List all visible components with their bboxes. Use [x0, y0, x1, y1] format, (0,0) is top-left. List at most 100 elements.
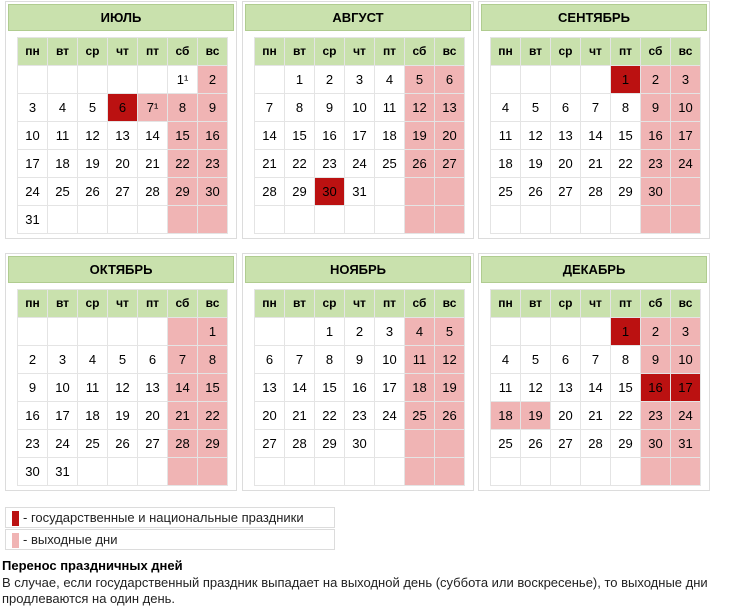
day-cell: 31	[48, 458, 78, 486]
day-cell: 25	[405, 402, 435, 430]
day-cell: 20	[435, 122, 465, 150]
day-number: 17	[352, 128, 367, 143]
day-number: 4	[415, 324, 424, 339]
weekday-header: сб	[641, 38, 671, 66]
day-cell: 7	[581, 346, 611, 374]
day-cell: 21	[581, 402, 611, 430]
day-cell: 1	[315, 318, 345, 346]
day-number: 29	[618, 436, 633, 451]
day-number: 22	[175, 156, 190, 171]
day-cell: 22	[285, 150, 315, 178]
day-number: 3	[681, 324, 690, 339]
empty-day-cell	[78, 458, 108, 486]
day-number: 1	[621, 72, 630, 87]
day-cell: 27	[108, 178, 138, 206]
empty-day-cell	[198, 206, 228, 234]
day-number: 20	[115, 156, 130, 171]
day-number: 13	[558, 128, 573, 143]
day-number: 27	[558, 184, 573, 199]
month-calendar: АВГУСТ пн вт ср чт пт сб вс 1 2 3 4 5 6 7 8 9 10 11 12 13 14 1…	[242, 1, 474, 239]
legend-holiday: - государственные и национальные праздни…	[5, 507, 335, 528]
day-number: 20	[442, 128, 457, 143]
empty-day-cell	[435, 206, 465, 234]
day-cell: 25	[491, 178, 521, 206]
day-cell: 5	[108, 346, 138, 374]
day-number: 25	[498, 436, 513, 451]
day-cell: 26	[405, 150, 435, 178]
day-number: 2	[651, 72, 660, 87]
day-cell: 27	[435, 150, 465, 178]
day-cell: 24	[671, 150, 701, 178]
empty-day-cell	[375, 206, 405, 234]
weekday-header: пт	[611, 290, 641, 318]
day-cell: 23	[345, 402, 375, 430]
day-cell: 25	[375, 150, 405, 178]
day-number: 22	[618, 156, 633, 171]
day-number: 12	[442, 352, 457, 367]
day-cell: 30	[641, 178, 671, 206]
day-cell: 14	[255, 122, 285, 150]
day-cell: 22	[611, 402, 641, 430]
day-number: 9	[651, 352, 660, 367]
empty-day-cell	[581, 458, 611, 486]
day-cell: 3	[18, 94, 48, 122]
day-number: 6	[561, 100, 570, 115]
day-number: 17	[678, 128, 693, 143]
day-number: 28	[145, 184, 160, 199]
day-number: 14	[175, 380, 190, 395]
day-number: 26	[115, 436, 130, 451]
day-number: 7	[265, 100, 274, 115]
empty-day-cell	[255, 66, 285, 94]
day-cell: 17	[18, 150, 48, 178]
empty-day-cell	[78, 66, 108, 94]
day-cell: 26	[78, 178, 108, 206]
day-cell: 19	[405, 122, 435, 150]
day-number: 20	[558, 156, 573, 171]
day-cell: 24	[18, 178, 48, 206]
day-cell: 7	[581, 94, 611, 122]
day-cell: 9	[18, 374, 48, 402]
day-cell: 20	[551, 150, 581, 178]
day-cell: 15	[611, 374, 641, 402]
day-cell: 14	[285, 374, 315, 402]
day-number: 13	[115, 128, 130, 143]
day-number: 5	[118, 352, 127, 367]
day-number: 24	[352, 156, 367, 171]
day-number: 25	[498, 184, 513, 199]
day-cell: 25	[48, 178, 78, 206]
day-number: 19	[85, 156, 100, 171]
empty-day-cell	[345, 206, 375, 234]
day-cell: 27	[255, 430, 285, 458]
day-cell: 9	[315, 94, 345, 122]
day-number: 23	[25, 436, 40, 451]
day-number: 23	[205, 156, 220, 171]
weekday-header: сб	[405, 38, 435, 66]
weekday-header: вс	[198, 38, 228, 66]
weekday-header: пт	[375, 38, 405, 66]
day-cell: 12	[521, 374, 551, 402]
day-cell: 23	[641, 402, 671, 430]
day-number: 22	[205, 408, 220, 423]
day-number: 30	[352, 436, 367, 451]
day-number: 30	[648, 184, 663, 199]
empty-day-cell	[671, 206, 701, 234]
day-cell: 5	[521, 94, 551, 122]
weekday-header: вс	[671, 290, 701, 318]
empty-day-cell	[168, 318, 198, 346]
weekday-header: ср	[78, 290, 108, 318]
day-number: 1	[208, 324, 217, 339]
empty-day-cell	[138, 206, 168, 234]
day-number: 27	[442, 156, 457, 171]
day-cell: 4	[78, 346, 108, 374]
day-cell: 18	[48, 150, 78, 178]
day-number: 28	[588, 184, 603, 199]
day-cell: 19	[78, 150, 108, 178]
empty-day-cell	[491, 206, 521, 234]
day-number: 11	[55, 128, 70, 143]
day-cell: 18	[78, 402, 108, 430]
day-number: 4	[385, 72, 394, 87]
empty-day-cell	[491, 458, 521, 486]
weekday-header: сб	[405, 290, 435, 318]
empty-day-cell	[405, 178, 435, 206]
day-number: 10	[678, 352, 693, 367]
